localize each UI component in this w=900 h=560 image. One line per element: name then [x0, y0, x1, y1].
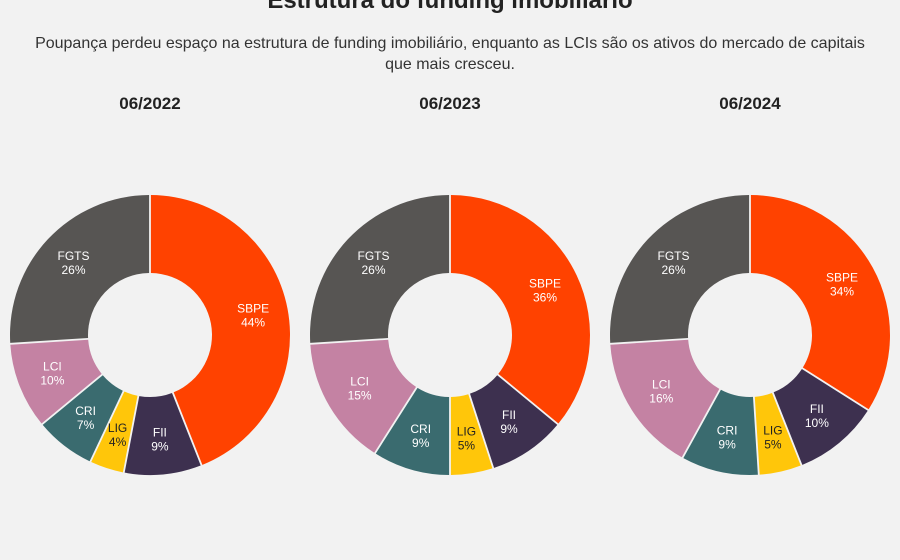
slice-label-value: 10%: [40, 374, 64, 388]
slice-label-value: 36%: [533, 290, 557, 304]
slice-label-name: LCI: [350, 374, 369, 388]
chart-subtitle: Poupança perdeu espaço na estrutura de f…: [35, 35, 865, 73]
slice-lci: [310, 339, 417, 453]
slice-fgts: [9, 195, 150, 343]
slice-lig: [450, 394, 493, 475]
slice-label-name: FII: [810, 402, 824, 416]
slice-lci: [610, 339, 720, 458]
slice-label-name: FII: [153, 426, 167, 440]
slice-label-name: SBPE: [237, 301, 269, 315]
panel-title: 06/2022: [119, 94, 180, 113]
slice-cri: [683, 389, 758, 476]
panel-title: 06/2024: [719, 94, 781, 113]
slice-label-value: 4%: [109, 435, 127, 449]
slice-lci: [10, 339, 102, 424]
slice-fii: [773, 368, 868, 465]
slice-fii: [124, 392, 201, 475]
slice-label-value: 9%: [718, 438, 736, 452]
slice-label-value: 34%: [830, 284, 854, 298]
slice-label-name: SBPE: [826, 270, 858, 284]
slice-cri: [375, 387, 450, 475]
slice-label-value: 9%: [151, 440, 169, 454]
slice-label-name: FGTS: [358, 249, 390, 263]
slice-label-name: CRI: [410, 422, 431, 436]
donut-chart-2: 06/2023SBPE36%FII9%LIG5%CRI9%LCI15%FGTS2…: [310, 94, 590, 475]
slice-label-value: 9%: [412, 436, 430, 450]
panel-title: 06/2023: [419, 94, 480, 113]
slice-label-name: SBPE: [529, 276, 561, 290]
slice-label-value: 15%: [348, 388, 372, 402]
slice-label-value: 44%: [241, 315, 265, 329]
slice-label-name: FGTS: [58, 249, 90, 263]
slice-label-value: 9%: [500, 422, 518, 436]
slice-fgts: [610, 195, 750, 343]
slice-label-name: LCI: [652, 377, 671, 391]
slice-label-name: FII: [502, 408, 516, 422]
slice-sbpe: [450, 195, 590, 424]
slice-label-name: LIG: [457, 425, 476, 439]
slice-label-value: 26%: [61, 263, 85, 277]
slice-sbpe: [750, 195, 890, 410]
slice-label-name: CRI: [75, 404, 96, 418]
slice-fgts: [310, 195, 450, 343]
slice-lig: [754, 392, 801, 475]
slice-fii: [470, 375, 558, 468]
slice-label-name: CRI: [717, 424, 738, 438]
slice-label-name: LCI: [43, 360, 62, 374]
slice-label-value: 5%: [764, 438, 782, 452]
slice-label-name: FGTS: [658, 249, 690, 263]
slice-label-name: LIG: [108, 421, 127, 435]
slice-label-value: 5%: [458, 439, 476, 453]
slice-label-name: LIG: [763, 424, 782, 438]
slice-label-value: 26%: [661, 263, 685, 277]
slice-label-value: 26%: [361, 263, 385, 277]
slice-sbpe: [150, 195, 290, 465]
slice-lig: [91, 391, 138, 473]
slice-label-value: 7%: [77, 418, 95, 432]
slice-cri: [42, 375, 123, 462]
slice-label-value: 16%: [649, 391, 673, 405]
slice-label-value: 10%: [805, 416, 829, 430]
chart-title: Estrutura do funding imobiliário: [267, 0, 633, 14]
